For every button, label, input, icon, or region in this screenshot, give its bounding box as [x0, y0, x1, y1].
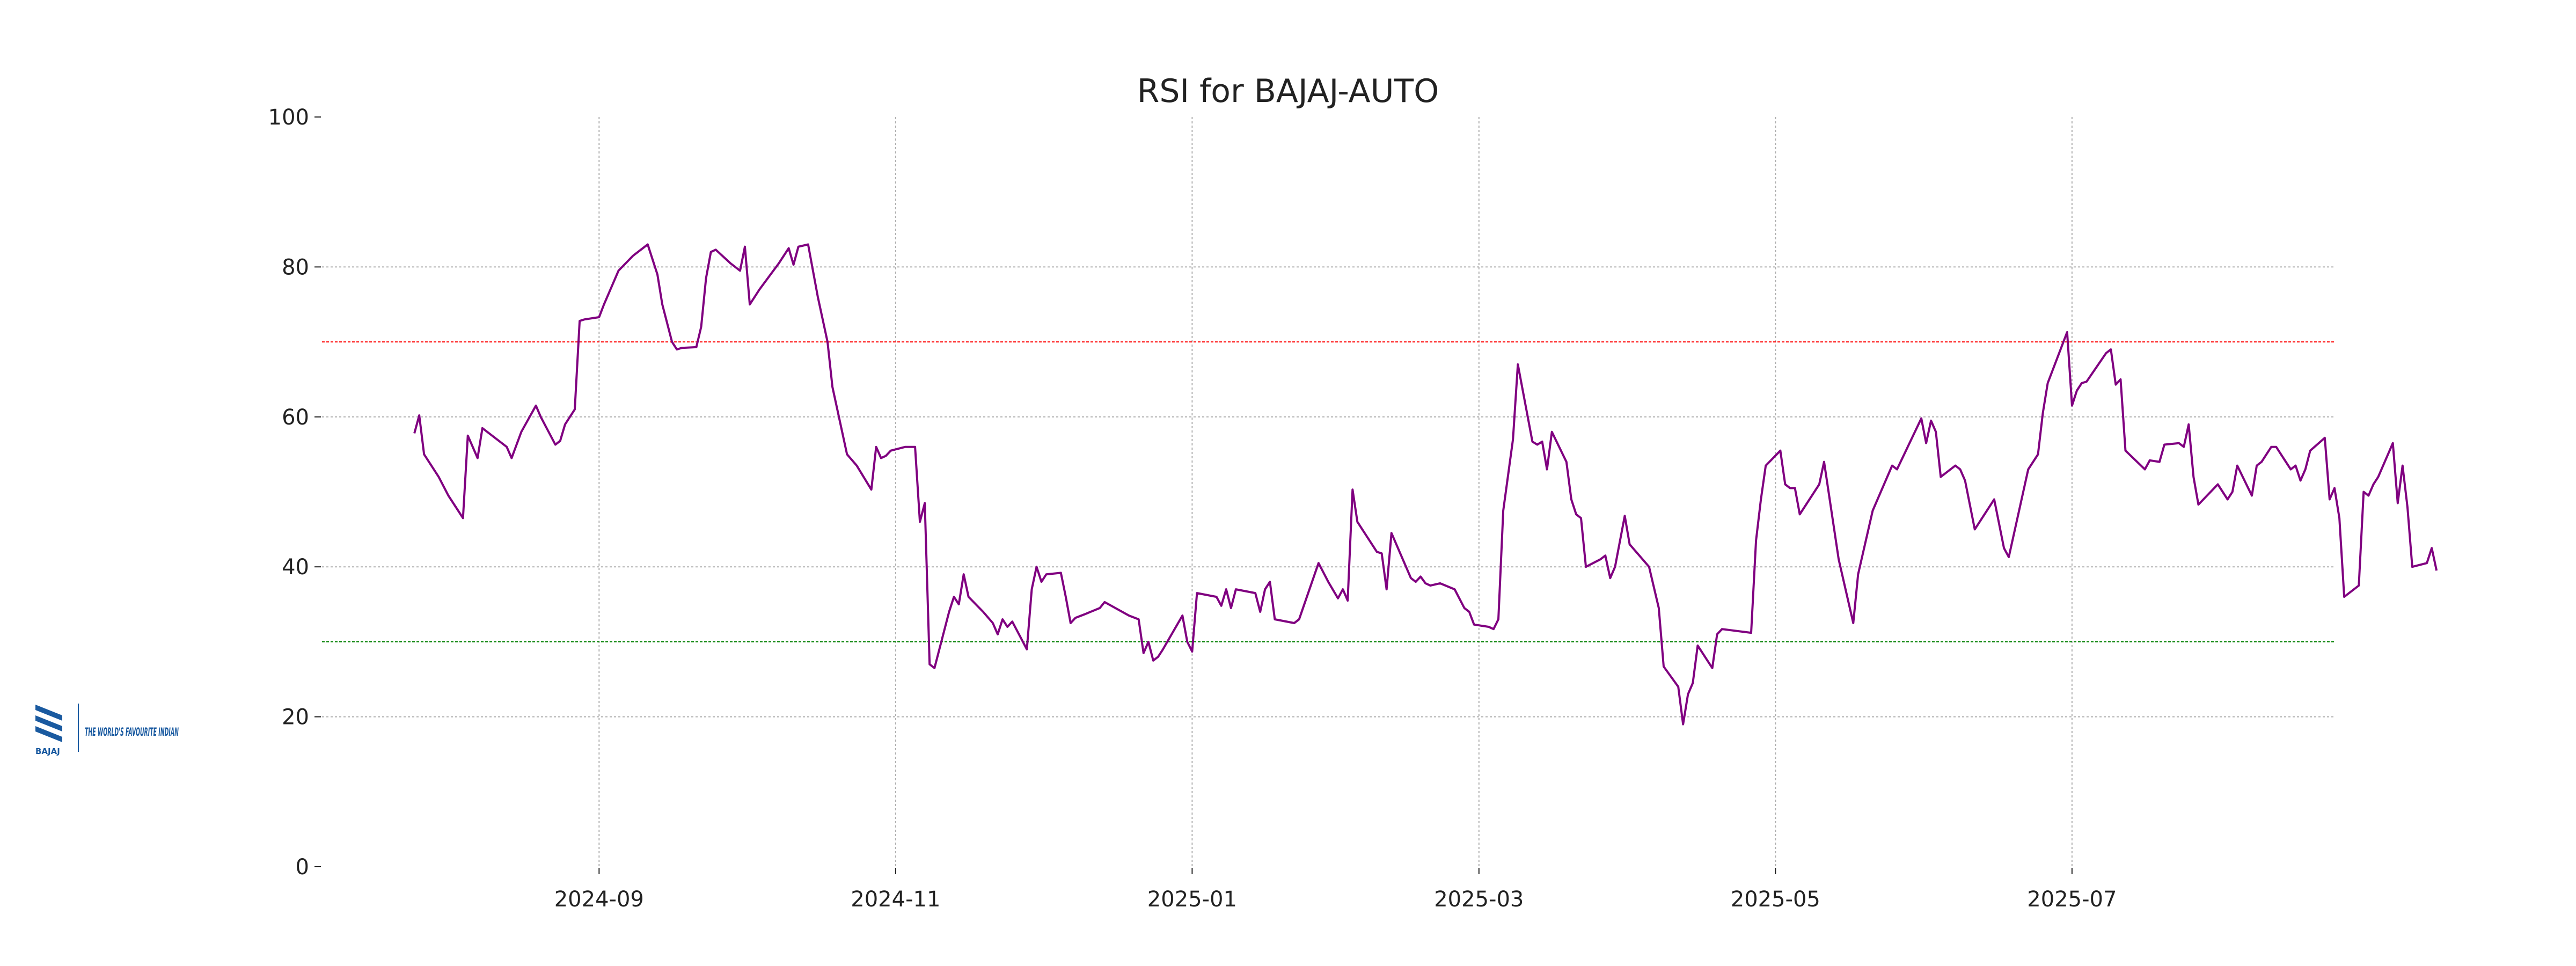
logo-brand-text: BAJAJ: [35, 747, 60, 756]
y-axis: 0 20 40 60 80 100: [268, 105, 321, 880]
x-tick-label: 2025-07: [2027, 887, 2117, 912]
series: [413, 243, 2438, 726]
y-tick-label: 80: [282, 255, 309, 280]
y-tick-label: 100: [268, 105, 309, 130]
logo-tagline: THE WORLD'S FAVOURITE INDIAN: [85, 726, 179, 738]
y-tick-label: 0: [296, 855, 309, 880]
x-tick-label: 2025-03: [1434, 887, 1524, 912]
x-axis: 2024-09 2024-11 2025-01 2025-03 2025-05 2025-…: [554, 868, 2117, 912]
bajaj-emblem-icon: [35, 705, 62, 742]
bajaj-logo: BAJAJ THE WORLD'S FAVOURITE INDIAN: [35, 704, 179, 756]
rsi-series-line: [413, 243, 2438, 726]
x-tick-label: 2025-05: [1731, 887, 1820, 912]
x-tick-label: 2024-09: [554, 887, 644, 912]
reference-lines: [322, 341, 2334, 642]
x-tick-label: 2025-01: [1147, 887, 1237, 912]
y-tick-label: 20: [282, 705, 309, 730]
x-tick-label: 2024-11: [851, 887, 940, 912]
y-tick-label: 40: [282, 555, 309, 580]
grid-lines: [322, 117, 2334, 867]
chart-title: RSI for BAJAJ-AUTO: [1137, 72, 1439, 110]
y-tick-label: 60: [282, 405, 309, 430]
